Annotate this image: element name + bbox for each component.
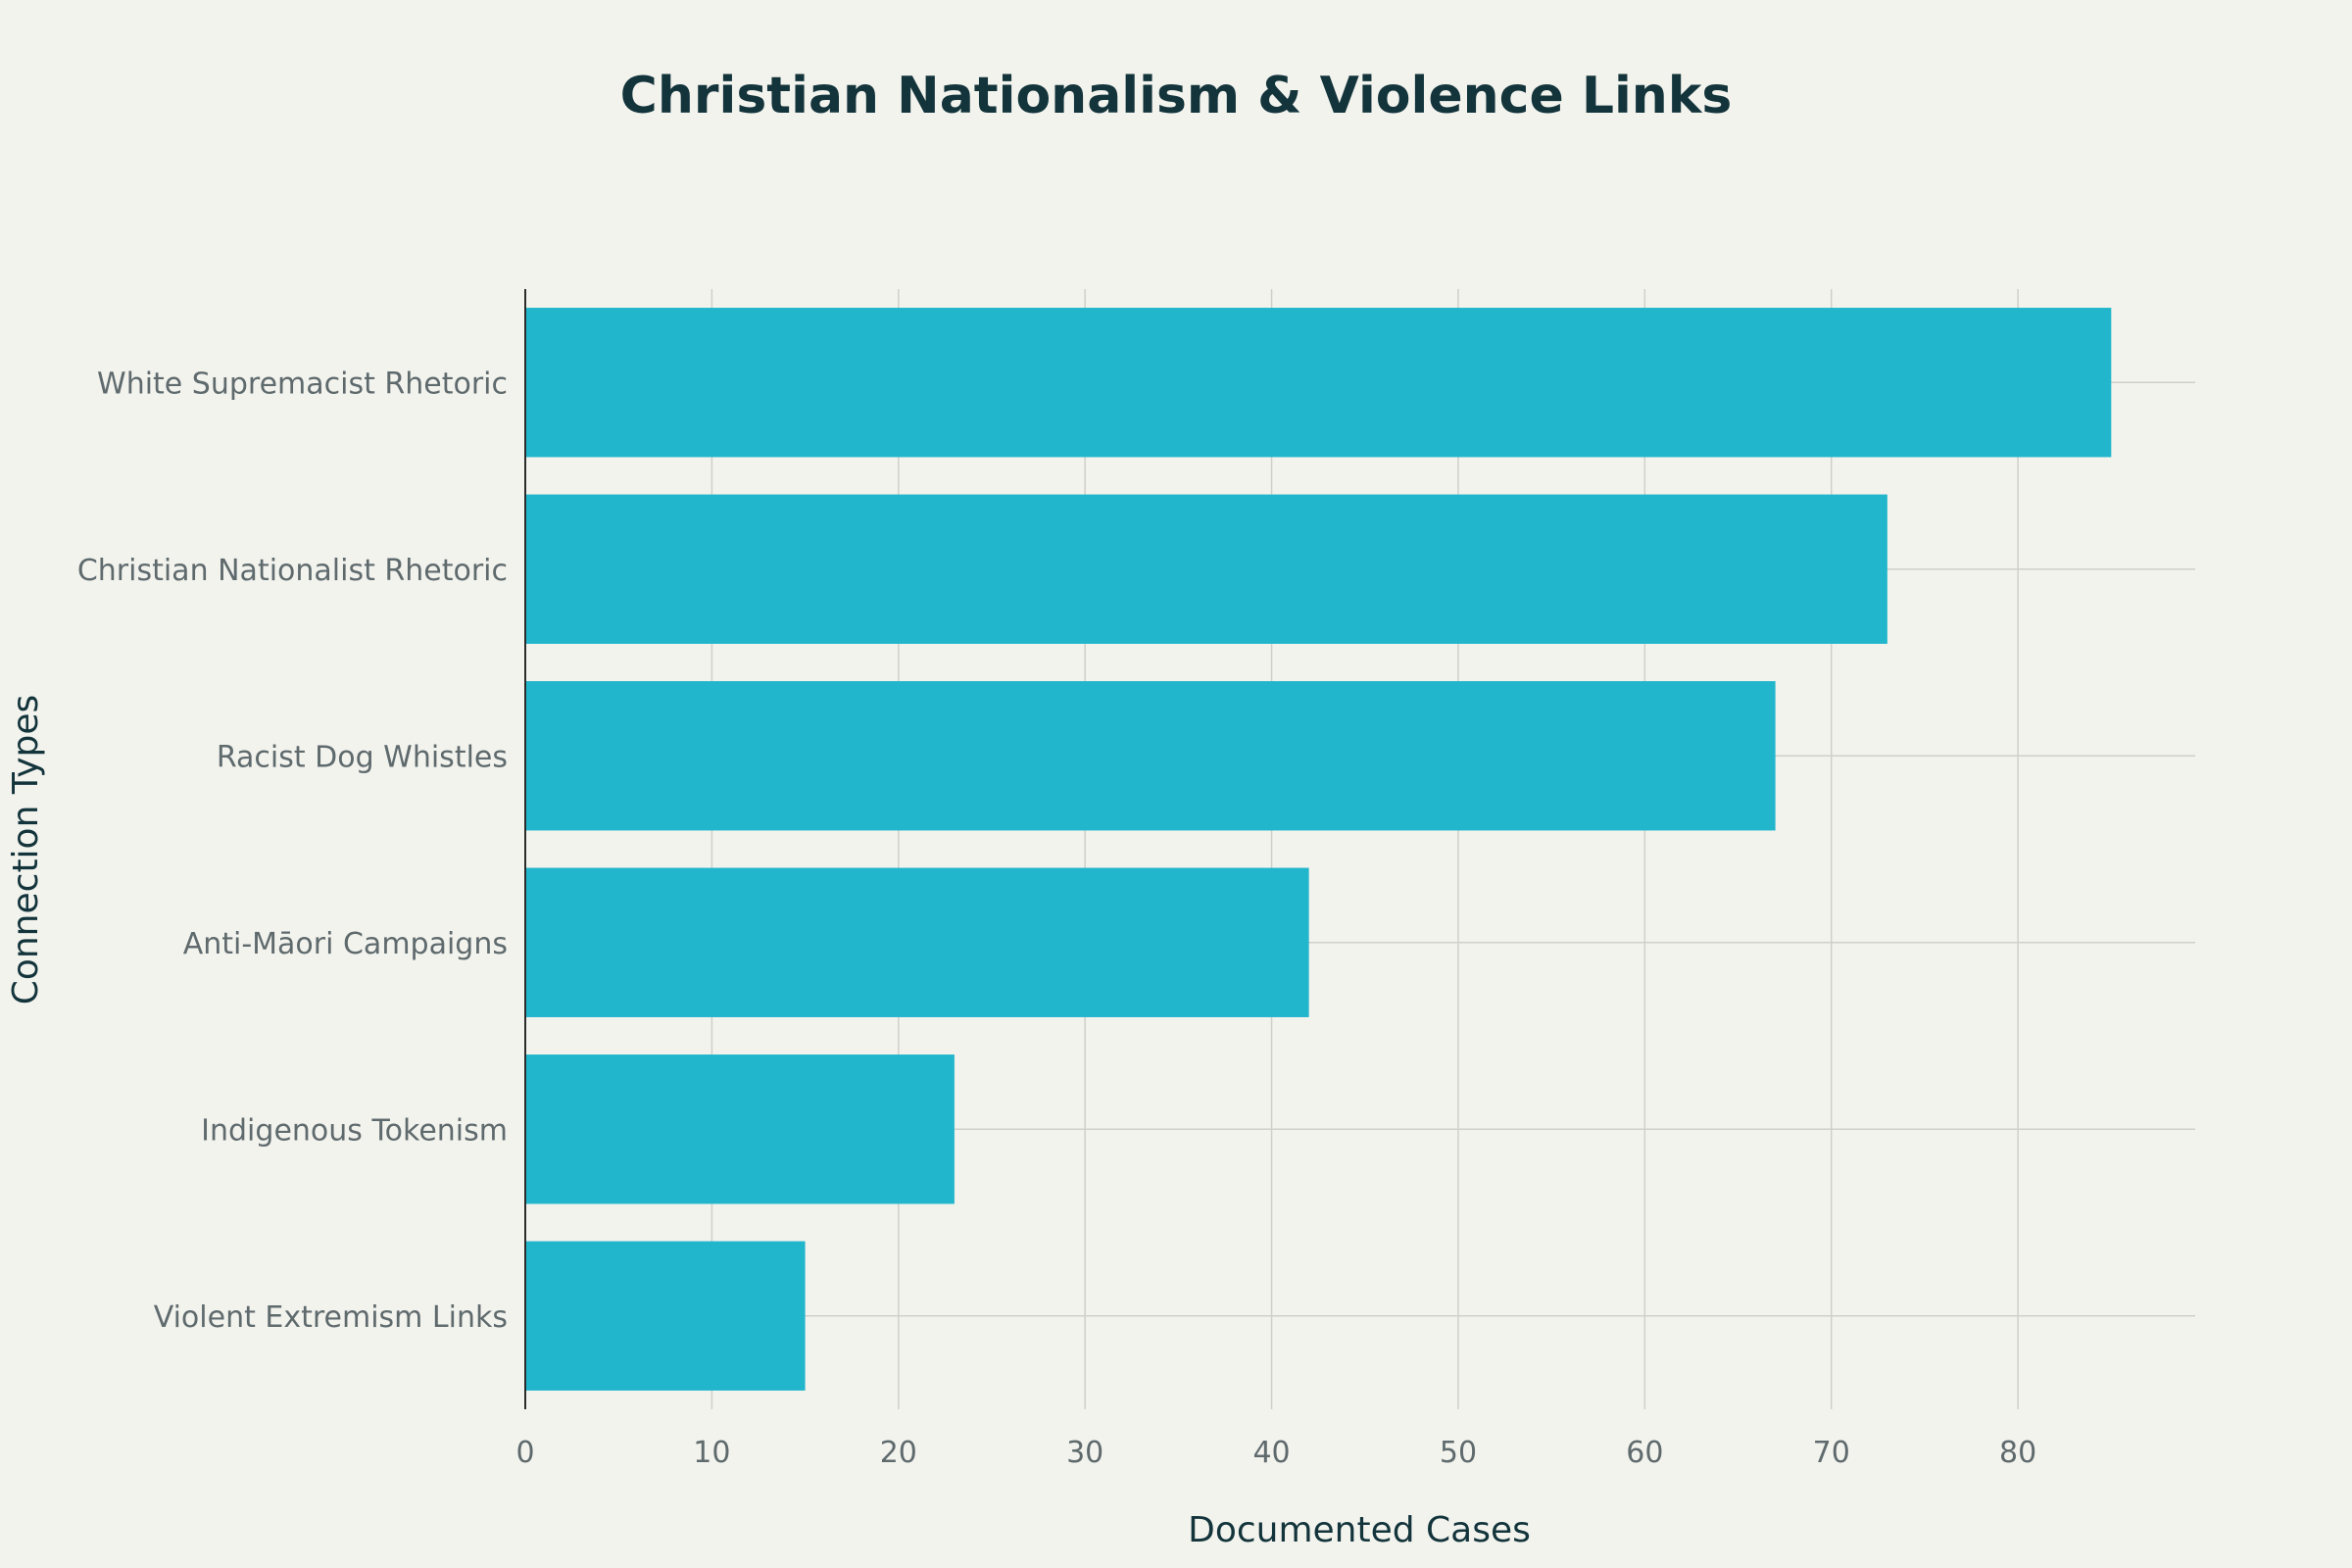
x-tick-label: 30 bbox=[1066, 1436, 1103, 1470]
x-tick-label: 10 bbox=[693, 1436, 730, 1470]
x-tick-label: 0 bbox=[515, 1436, 534, 1470]
bar-violent-extremism-links[interactable] bbox=[525, 1241, 806, 1391]
y-tick-label: Indigenous Tokenism bbox=[201, 1113, 508, 1148]
x-tick-label: 20 bbox=[880, 1436, 917, 1470]
x-tick-label: 40 bbox=[1252, 1436, 1290, 1470]
x-tick-label: 60 bbox=[1626, 1436, 1663, 1470]
bar-racist-dog-whistles[interactable] bbox=[525, 681, 1776, 831]
bar-christian-nationalist-rhetoric[interactable] bbox=[525, 494, 1887, 644]
bar-anti-m-ori-campaigns[interactable] bbox=[525, 867, 1309, 1017]
y-axis-title: Connection Types bbox=[6, 695, 46, 1005]
bars bbox=[525, 308, 2112, 1391]
y-tick-labels: White Supremacist Rhetoric Christian Nati… bbox=[77, 367, 508, 1335]
x-tick-label: 70 bbox=[1813, 1436, 1850, 1470]
bar-white-supremacist-rhetoric[interactable] bbox=[525, 308, 2112, 458]
y-tick-label: Racist Dog Whistles bbox=[217, 740, 508, 774]
x-tick-labels: 0 10 20 30 40 50 60 70 80 bbox=[515, 1436, 2036, 1470]
x-axis-title: Documented Cases bbox=[1188, 1510, 1531, 1550]
y-tick-label: Anti-Māori Campaigns bbox=[183, 927, 508, 961]
y-tick-label: White Supremacist Rhetoric bbox=[97, 367, 508, 401]
y-tick-label: Violent Extremism Links bbox=[154, 1300, 508, 1335]
chart-title: Christian Nationalism & Violence Links bbox=[620, 67, 1733, 125]
x-tick-label: 80 bbox=[1999, 1436, 2036, 1470]
bar-indigenous-tokenism[interactable] bbox=[525, 1054, 955, 1204]
x-tick-label: 50 bbox=[1440, 1436, 1477, 1470]
y-tick-label: Christian Nationalist Rhetoric bbox=[77, 554, 508, 588]
